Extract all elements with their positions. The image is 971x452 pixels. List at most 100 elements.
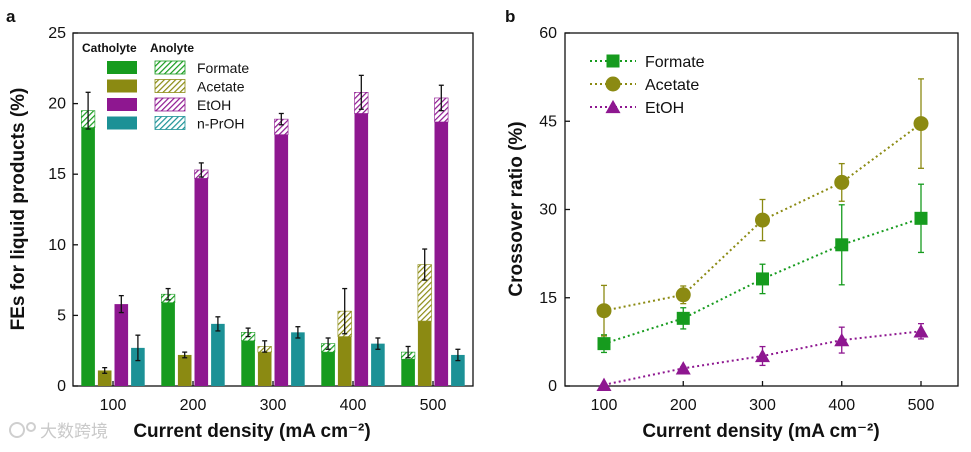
data-point-etoh	[675, 361, 691, 375]
legend-label-formate: Formate	[197, 60, 249, 76]
error-bar	[135, 334, 141, 362]
series-line-acetate	[603, 122, 922, 312]
y-tick-label: 5	[57, 307, 66, 324]
panel-a-y-axis: 0 5 10 15 20 25	[48, 25, 78, 395]
panel-a-bar-chart: 0 5 10 15 20 25 100 200 300 400 500 FEs for liqui…	[8, 25, 474, 442]
legend-label-n-proh: n-PrOH	[197, 116, 244, 132]
panel-b-x-axis: 100 200 300 400 500	[591, 381, 935, 414]
panel-b-legend: Formate Acetate EtOH	[590, 54, 705, 117]
bar-formate-catholyte	[81, 127, 95, 386]
y-tick-label: 25	[48, 25, 66, 42]
x-tick-label: 200	[180, 397, 207, 414]
error-bar	[422, 248, 428, 281]
y-tick-label: 0	[548, 378, 557, 395]
bar-n-proh-catholyte	[211, 323, 225, 386]
bar-n-proh-catholyte	[371, 343, 385, 386]
legend-swatch-formate-anolyte	[154, 60, 186, 75]
bar-formate-catholyte	[321, 352, 335, 386]
legend-swatch-acetate-anolyte	[154, 79, 186, 93]
bar-n-proh-catholyte	[291, 332, 305, 386]
x-tick-label: 500	[420, 397, 447, 414]
error-bar	[295, 326, 301, 339]
watermark-text: 大数跨境	[40, 422, 108, 441]
error-bar	[278, 112, 284, 126]
data-point-acetate	[675, 287, 691, 303]
series-formate	[597, 183, 928, 354]
legend-header-catholyte: Catholyte	[82, 41, 137, 55]
series-etoh	[596, 322, 929, 391]
legend-rows: Formate Acetate EtOH n-PrOH	[107, 60, 249, 132]
y-tick-label: 15	[539, 290, 557, 307]
bar-formate-catholyte	[241, 340, 255, 386]
bar-etoh-catholyte	[114, 304, 129, 386]
panel-b-x-axis-title: Current density (mA cm⁻²)	[642, 421, 879, 442]
panel-b-series	[596, 78, 929, 391]
data-point-acetate	[913, 116, 929, 132]
panel-b-y-axis: 0 15 30 45 60	[539, 25, 570, 395]
bar-formate-catholyte	[401, 359, 415, 386]
panel-b-frame	[564, 32, 959, 387]
watermark-logo-dot-icon	[26, 422, 36, 432]
y-tick-label: 45	[539, 113, 557, 130]
bar-acetate-catholyte	[97, 370, 112, 386]
x-tick-label: 500	[908, 397, 935, 414]
panel-a-x-axis-title: Current density (mA cm⁻²)	[133, 421, 370, 442]
legend-swatch-etoh-catholyte	[107, 98, 137, 111]
error-bar	[198, 162, 204, 178]
data-point-formate	[756, 272, 769, 286]
panel-a-x-axis: 100 200 300 400 500	[100, 381, 447, 414]
legend-swatch-etoh-anolyte	[154, 97, 186, 112]
bar-acetate-catholyte	[177, 354, 192, 386]
data-point-formate	[835, 238, 849, 252]
x-tick-label: 300	[260, 397, 287, 414]
error-bar	[325, 337, 331, 350]
error-bar	[215, 316, 221, 332]
watermark-logo-icon	[9, 422, 25, 438]
legend-swatch-n-proh-anolyte	[154, 116, 186, 130]
error-bar	[375, 337, 381, 350]
legend-marker-etoh	[605, 99, 621, 114]
x-tick-label: 400	[828, 397, 855, 414]
data-point-etoh	[596, 377, 612, 391]
data-point-acetate	[755, 212, 770, 228]
error-bar	[182, 351, 188, 359]
legend-swatch-acetate-catholyte	[107, 79, 137, 93]
legend-marker-formate	[606, 54, 620, 68]
data-point-acetate	[596, 303, 612, 319]
error-bar	[118, 294, 124, 314]
data-point-etoh	[834, 332, 850, 347]
bar-n-proh-catholyte	[131, 347, 145, 386]
panel-a-y-axis-title: FEs for liquid products (%)	[8, 88, 29, 331]
data-point-acetate	[834, 174, 850, 190]
bar-etoh-catholyte	[194, 178, 209, 386]
legend-label-acetate: Acetate	[197, 79, 245, 95]
error-bar	[102, 366, 108, 374]
bar-n-proh-catholyte	[451, 354, 465, 386]
legend-label-etoh: EtOH	[197, 97, 231, 113]
data-point-etoh	[913, 324, 929, 338]
bar-acetate-catholyte	[257, 352, 272, 386]
data-point-formate	[597, 337, 611, 351]
legend-swatch-formate-catholyte	[107, 61, 137, 74]
legend-label-acetate: Acetate	[645, 77, 699, 94]
y-tick-label: 60	[539, 25, 557, 42]
error-bar	[405, 345, 411, 359]
panel-a-label: a	[6, 7, 16, 26]
y-tick-label: 30	[539, 202, 557, 219]
y-tick-label: 15	[48, 166, 66, 183]
panel-a-legend: Catholyte Anolyte Formate Acetate EtOH n-Pr…	[82, 41, 249, 132]
y-tick-label: 0	[57, 378, 66, 395]
legend-marker-acetate	[605, 76, 621, 92]
error-bar	[165, 287, 171, 301]
x-tick-label: 200	[670, 397, 697, 414]
error-bar	[85, 91, 91, 130]
x-tick-label: 100	[591, 397, 618, 414]
error-bar	[358, 74, 364, 110]
data-point-formate	[914, 211, 928, 225]
error-bar	[438, 84, 444, 112]
bar-acetate-catholyte	[417, 321, 432, 386]
panel-b-line-chart: 0 15 30 45 60 100 200 300 400 500 Crossover rati…	[506, 25, 959, 442]
error-bar	[262, 340, 268, 353]
data-point-formate	[676, 311, 690, 325]
